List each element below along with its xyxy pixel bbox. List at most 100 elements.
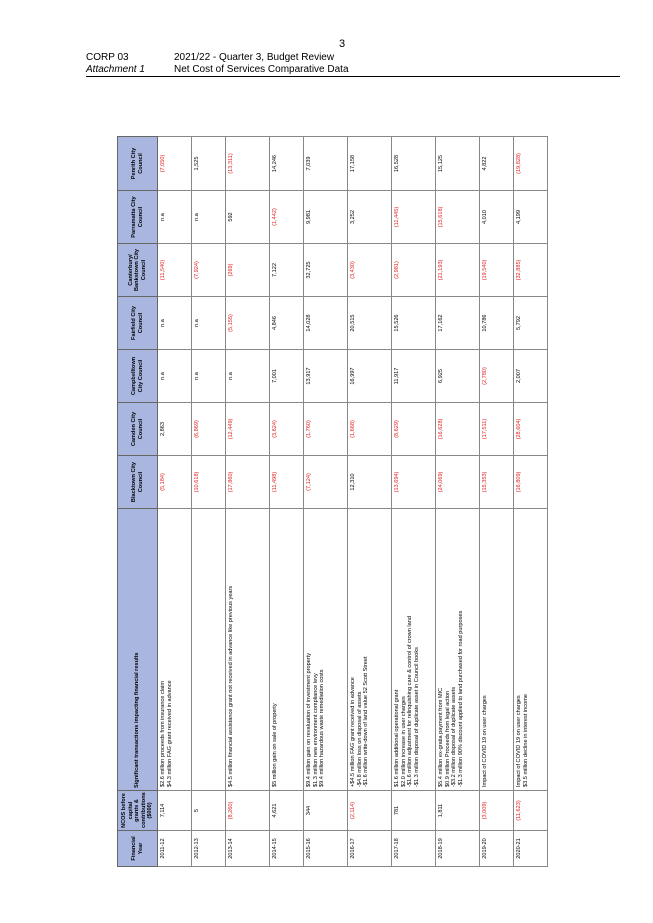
cell-transactions — [191, 508, 226, 791]
cell-blacktown: (16,809) — [513, 455, 548, 509]
cell-ncos: (2,114) — [347, 790, 392, 831]
col-header-camden: Camden City Council — [117, 402, 158, 456]
rotated-table-wrapper: Financial Year NCOS before capital grant… — [117, 136, 548, 867]
col-header-ncos: NCOS before capital grants & contributio… — [117, 790, 158, 831]
cell-blacktown: (13,694) — [391, 455, 436, 509]
cell-ncos: (3,009) — [479, 790, 514, 831]
cell-canterbury: (3,430) — [347, 243, 392, 297]
transaction-note: $9.4 million hazardous waste remediation… — [319, 669, 326, 787]
cell-ncos: 4,621 — [269, 790, 304, 831]
cell-ncos: 781 — [391, 790, 436, 831]
transaction-note: $2.6 million proceeds from insurance cla… — [160, 680, 166, 787]
cell-camden: (1,668) — [347, 402, 392, 456]
transaction-note: -$3.2 million disposal of duplicate asse… — [451, 686, 458, 787]
cell-transactions: $2.6 million proceeds from insurance cla… — [157, 508, 192, 791]
cell-transactions: Impact of COVID 19 on user charges — [479, 508, 514, 791]
transaction-note: $4.3 million FAG grant received in advan… — [166, 680, 173, 787]
cell-ncos: 5 — [191, 790, 226, 831]
cell-campbelltown: n.a — [157, 349, 192, 403]
transaction-note: $5 million gain on sale of property — [272, 703, 278, 787]
cell-parramatta: 4,010 — [479, 190, 514, 244]
cell-camden: (16,628) — [435, 402, 480, 456]
cell-transactions: $1.6 million additional operational gran… — [391, 508, 436, 791]
cell-year: 2020-21 — [513, 830, 548, 867]
cell-canterbury: (32,885) — [513, 243, 548, 297]
cell-campbelltown: 13,917 — [303, 349, 348, 403]
cell-fairfield: (5,155) — [225, 296, 270, 350]
transaction-note: +$4.5 million FAG grant received in adva… — [350, 677, 356, 787]
col-header-blacktown: Blacktown City Council — [117, 455, 158, 509]
cell-penrith: (19,828) — [513, 136, 548, 191]
cell-transactions: $4.5 million financial assistance grant … — [225, 508, 270, 791]
cell-parramatta: 592 — [225, 190, 270, 244]
table-body: 2011-12 7,114 $2.6 million proceeds from i… — [157, 136, 548, 867]
cell-fairfield: n.a — [191, 296, 226, 350]
cell-fairfield: 14,028 — [303, 296, 348, 350]
cell-penrith: 14,246 — [269, 136, 304, 191]
cell-year: 2014-15 — [269, 830, 304, 867]
cell-blacktown: (17,860) — [225, 455, 270, 509]
cell-blacktown: (5,184) — [157, 455, 192, 509]
cell-campbelltown: (2,780) — [479, 349, 514, 403]
cell-canterbury: 7,122 — [269, 243, 304, 297]
cell-year: 2019-20 — [479, 830, 514, 867]
transaction-note: -$1.3 million 90% discount applied to la… — [457, 610, 464, 787]
cell-fairfield: 20,515 — [347, 296, 392, 350]
cell-penrith: (13,311) — [225, 136, 270, 191]
cell-parramatta: n.a — [191, 190, 226, 244]
cell-campbelltown: 6,925 — [435, 349, 480, 403]
cell-camden: (3,624) — [269, 402, 304, 456]
cell-canterbury: (21,193) — [435, 243, 480, 297]
cell-ncos: 344 — [303, 790, 348, 831]
table-row: 2013-14 (8,260) $4.5 million financial ass… — [225, 136, 270, 867]
cell-transactions: +$4.5 million FAG grant received in adva… — [347, 508, 392, 791]
transaction-note: $2.0 million increase in user charges — [400, 696, 407, 787]
cell-blacktown: 12,310 — [347, 455, 392, 509]
table-row: 2017-18 781 $1.6 million additional operat… — [391, 136, 436, 867]
cell-blacktown: (10,618) — [191, 455, 226, 509]
cell-year: 2011-12 — [157, 830, 192, 867]
transaction-note: $3.5 million decline in interest income — [522, 694, 529, 787]
cell-parramatta: 3,252 — [347, 190, 392, 244]
cell-camden: 2,863 — [157, 402, 192, 456]
cell-campbelltown: 7,001 — [269, 349, 304, 403]
cell-penrith: 16,528 — [391, 136, 436, 191]
table-row: 2011-12 7,114 $2.6 million proceeds from i… — [157, 136, 192, 867]
cell-penrith: 7,039 — [303, 136, 348, 191]
transaction-note: $1.3 million new environment compliance … — [312, 673, 319, 787]
cell-parramatta: (11,445) — [391, 190, 436, 244]
cell-year: 2016-17 — [347, 830, 392, 867]
table-row: 2015-16 344 $9.4 million gain on revaluati… — [303, 136, 348, 867]
col-header-campbelltown: Campbelltown City Council — [117, 349, 158, 403]
cell-camden: (1,760) — [303, 402, 348, 456]
cell-parramatta: n.a — [157, 190, 192, 244]
transaction-note: Impact of COVID 19 on user charges — [482, 695, 488, 787]
col-header-canterbury: Canterbury/ Bankstown City Council — [117, 243, 158, 297]
cell-blacktown: (11,498) — [269, 455, 304, 509]
cell-ncos: 1,811 — [435, 790, 480, 831]
cell-camden: (28,604) — [513, 402, 548, 456]
ncos-comparison-table: Financial Year NCOS before capital grant… — [117, 136, 548, 867]
cell-fairfield: 4,846 — [269, 296, 304, 350]
cell-camden: (8,629) — [391, 402, 436, 456]
cell-campbelltown: 2,007 — [513, 349, 548, 403]
col-header-parramatta: Parramatta City Council — [117, 190, 158, 244]
cell-canterbury: (269) — [225, 243, 270, 297]
table-row: 2012-13 5 (10,618) (6,869) n.a n.a (7,924) n.a 1… — [191, 136, 226, 867]
cell-camden: (12,449) — [225, 402, 270, 456]
cell-parramatta: 9,981 — [303, 190, 348, 244]
doc-code: CORP 03 — [86, 52, 129, 63]
cell-ncos: 7,114 — [157, 790, 192, 831]
attachment-label: Attachment 1 — [86, 64, 145, 75]
cell-penrith: 15,125 — [435, 136, 480, 191]
cell-penrith: 17,158 — [347, 136, 392, 191]
page-number: 3 — [339, 38, 346, 50]
cell-transactions: $5 million gain on sale of property — [269, 508, 304, 791]
header-rule — [86, 76, 620, 77]
cell-camden: (6,869) — [191, 402, 226, 456]
cell-penrith: 4,822 — [479, 136, 514, 191]
cell-blacktown: (15,353) — [479, 455, 514, 509]
table-header-row: Financial Year NCOS before capital grant… — [117, 136, 158, 867]
col-header-year: Financial Year — [117, 830, 158, 867]
table-row: 2016-17 (2,114) +$4.5 million FAG grant re… — [347, 136, 392, 867]
